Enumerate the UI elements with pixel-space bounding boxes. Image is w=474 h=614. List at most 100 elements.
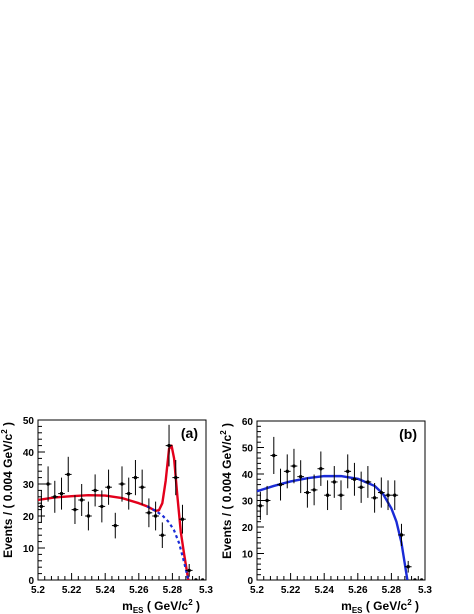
data-marker — [180, 517, 185, 521]
data-point — [145, 498, 153, 528]
x-tick-label: 5.3 — [199, 585, 213, 596]
data-marker — [366, 480, 370, 484]
data-marker — [53, 495, 57, 499]
x-axis-title: mES ( GeV/c2 ) — [341, 598, 419, 614]
data-marker — [86, 514, 91, 518]
chart-panel-a: 5.2 5.22 5.24 5.26 5.28 5.3 0 10 20 30 40 50 mES ( G… — [0, 416, 213, 614]
data-marker — [160, 533, 165, 537]
data-marker — [346, 469, 350, 474]
y-tick-label: 60 — [242, 417, 254, 428]
data-marker — [292, 464, 296, 468]
data-marker — [153, 514, 158, 518]
fit-curve — [257, 474, 409, 580]
data-point — [270, 436, 278, 474]
panel-label: (b) — [399, 426, 417, 442]
data-point — [152, 501, 159, 531]
data-marker — [285, 469, 289, 474]
data-marker — [278, 482, 283, 487]
data-marker — [406, 565, 410, 569]
data-point — [304, 477, 311, 508]
data-marker — [352, 477, 357, 481]
data-marker — [312, 488, 316, 492]
data-points — [257, 436, 425, 580]
data-marker — [93, 488, 97, 493]
x-tick-label: 5.22 — [62, 585, 82, 596]
background-fit-curve — [146, 505, 190, 580]
data-point — [71, 495, 79, 524]
data-point — [172, 460, 180, 496]
data-point — [263, 485, 271, 516]
data-marker — [120, 482, 124, 486]
y-tick-label: 0 — [247, 576, 253, 587]
y-tick-label: 10 — [23, 544, 35, 555]
data-marker — [39, 504, 44, 509]
data-point — [257, 491, 264, 520]
data-points — [38, 424, 206, 580]
chart-panel-b: 5.2 5.22 5.24 5.26 5.28 5.3 0 10 20 30 40 50 60 mES (… — [219, 417, 432, 614]
y-axis-title: Events / ( 0.004 GeV/c2 ) — [0, 422, 15, 558]
data-point — [38, 490, 45, 523]
data-point — [165, 424, 173, 467]
data-marker — [298, 474, 303, 479]
data-marker — [393, 493, 397, 497]
data-marker — [174, 475, 178, 480]
x-axis-title: mES ( GeV/c2 ) — [122, 598, 200, 614]
data-marker — [187, 568, 191, 573]
data-marker — [258, 504, 263, 508]
data-point — [317, 451, 325, 486]
data-point — [337, 480, 345, 511]
data-point — [118, 466, 126, 502]
x-tick-label: 5.26 — [129, 585, 149, 596]
data-point — [64, 456, 72, 492]
data-marker — [133, 475, 138, 480]
data-point — [192, 578, 200, 580]
data-point — [283, 454, 291, 489]
data-marker — [200, 578, 205, 580]
fit-curve — [38, 444, 190, 580]
data-point — [125, 477, 133, 510]
data-marker — [127, 491, 131, 496]
data-point — [364, 466, 372, 498]
data-marker — [325, 493, 330, 497]
data-point — [324, 480, 331, 511]
data-marker — [305, 490, 310, 495]
data-point — [384, 480, 392, 511]
data-marker — [79, 498, 84, 502]
data-point — [105, 469, 112, 505]
data-point — [78, 484, 86, 516]
data-marker — [359, 485, 363, 489]
y-tick-label: 50 — [242, 444, 254, 455]
data-marker — [399, 533, 404, 537]
data-point — [404, 560, 412, 573]
data-point — [351, 462, 358, 496]
data-point — [199, 578, 206, 580]
data-point — [290, 448, 298, 484]
data-point — [111, 512, 119, 539]
y-tick-label: 30 — [23, 480, 35, 491]
data-point — [391, 480, 399, 511]
panel-label: (a) — [181, 425, 198, 441]
data-point — [418, 578, 425, 580]
data-point — [371, 483, 378, 513]
y-axis-title: Events / ( 0.004 GeV/c2 ) — [219, 423, 234, 559]
data-point — [398, 523, 405, 547]
x-tick-label: 5.24 — [95, 585, 115, 596]
data-point — [357, 471, 365, 503]
y-tick-label: 20 — [23, 512, 35, 523]
y-tick-label: 40 — [242, 470, 254, 481]
x-tick-label: 5.26 — [348, 585, 368, 596]
data-marker — [73, 507, 77, 512]
data-marker — [113, 523, 117, 528]
y-tick-label: 10 — [242, 550, 254, 561]
data-marker — [332, 480, 336, 484]
data-point — [330, 466, 338, 498]
data-point — [85, 501, 92, 531]
y-tick-label: 20 — [242, 523, 254, 534]
y-tick-label: 50 — [23, 416, 35, 427]
data-point — [44, 466, 52, 502]
data-marker — [319, 467, 323, 471]
data-point — [138, 469, 146, 505]
data-marker — [419, 578, 424, 580]
y-tick-label: 30 — [242, 497, 254, 508]
